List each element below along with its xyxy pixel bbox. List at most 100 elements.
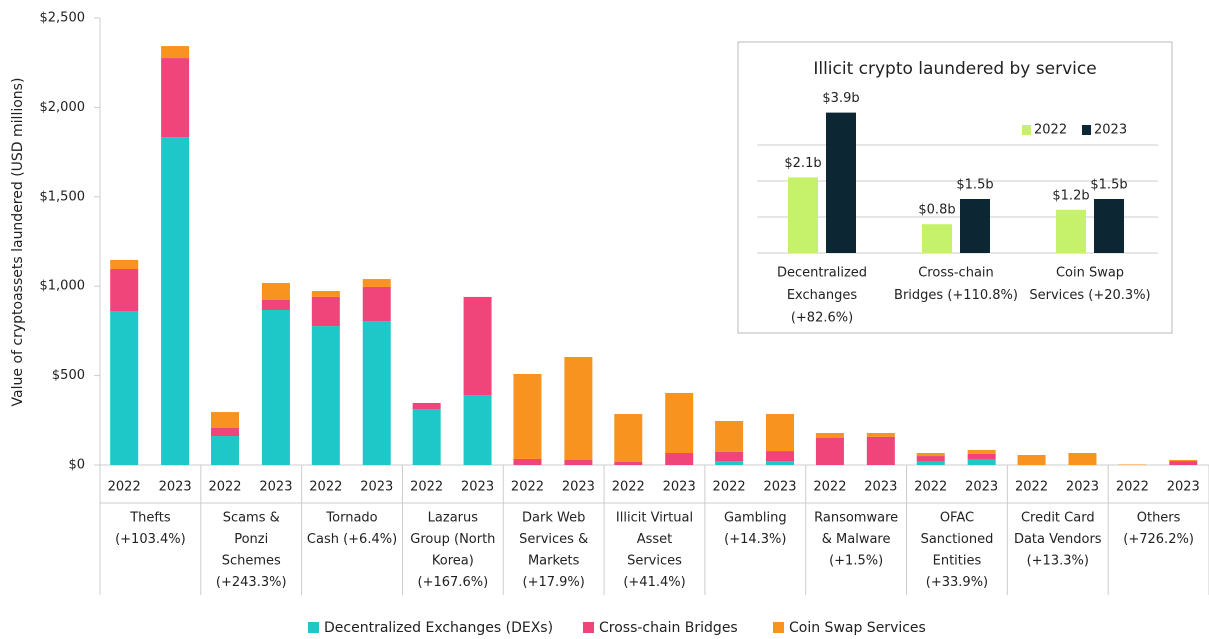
bar-segment xyxy=(614,414,643,462)
legend-swatch xyxy=(1022,125,1031,135)
y-tick-label: $2,500 xyxy=(40,11,86,26)
bar-segment xyxy=(161,46,190,59)
x-tick-label: 2023 xyxy=(360,480,393,495)
x-tick-label: 2023 xyxy=(259,480,292,495)
bar-segment xyxy=(261,309,290,465)
legend-label: Cross-chain Bridges xyxy=(599,620,738,636)
bar-segment xyxy=(715,421,744,452)
x-tick-label: 2022 xyxy=(713,480,746,495)
bar-segment xyxy=(967,453,996,460)
bar-segment xyxy=(211,427,240,437)
bar-segment xyxy=(715,451,744,462)
group-label: (+14.3%) xyxy=(724,532,786,547)
bar xyxy=(788,177,818,253)
legend-label: Decentralized Exchanges (DEXs) xyxy=(324,620,553,636)
bar-segment xyxy=(211,412,240,428)
group-label: Illicit Virtual xyxy=(616,511,693,526)
group-label: Scams & xyxy=(223,511,280,526)
bar-segment xyxy=(564,459,593,465)
bar-segment xyxy=(110,269,139,312)
value-label: $2.1b xyxy=(784,156,821,171)
group-label: Ransomware xyxy=(814,511,898,526)
bar-segment xyxy=(412,402,441,410)
bar-segment xyxy=(211,436,240,465)
x-tick-label: 2023 xyxy=(864,480,897,495)
bar-segment xyxy=(815,432,844,439)
bar-segment xyxy=(513,458,542,465)
group-label: Entities xyxy=(933,554,982,569)
group-label: (+41.4%) xyxy=(623,575,685,590)
y-tick-label: $500 xyxy=(52,368,85,383)
group-label: (+243.3%) xyxy=(216,575,287,590)
value-label: $0.8b xyxy=(918,203,955,218)
x-tick-label: Bridges (+110.8%) xyxy=(894,288,1018,303)
x-tick-label: 2023 xyxy=(965,480,998,495)
x-tick-label: 2022 xyxy=(108,480,141,495)
bar xyxy=(922,224,952,253)
value-label: $1.5b xyxy=(1090,178,1127,193)
x-tick-label: 2022 xyxy=(914,480,947,495)
bar-segment xyxy=(161,58,190,138)
group-label: (+33.9%) xyxy=(926,575,988,590)
inset-title: Illicit crypto laundered by service xyxy=(813,59,1096,79)
bar-segment xyxy=(311,296,340,327)
x-tick-label: Coin Swap xyxy=(1056,266,1124,281)
x-tick-label: 2023 xyxy=(562,480,595,495)
bar-segment xyxy=(916,456,945,462)
bar-segment xyxy=(261,299,290,310)
x-tick-label: (+82.6%) xyxy=(791,311,853,326)
group-label: Thefts xyxy=(129,511,171,526)
bar-segment xyxy=(463,395,492,465)
x-tick-label: 2023 xyxy=(763,480,796,495)
bar xyxy=(960,199,990,253)
group-label: Schemes xyxy=(222,554,281,569)
bar-segment xyxy=(362,286,391,322)
x-tick-label: 2023 xyxy=(461,480,494,495)
bar-segment xyxy=(463,296,492,396)
value-label: $1.2b xyxy=(1052,188,1089,203)
bar xyxy=(1056,209,1086,253)
legend-label: Coin Swap Services xyxy=(789,620,926,636)
x-tick-label: 2022 xyxy=(1015,480,1048,495)
x-tick-label: 2023 xyxy=(1167,480,1200,495)
group-label: Sanctioned xyxy=(921,532,994,547)
bar-segment xyxy=(766,461,795,465)
bar-segment xyxy=(1169,461,1198,465)
x-tick-label: 2022 xyxy=(813,480,846,495)
group-label: Asset xyxy=(637,532,673,547)
bar-segment xyxy=(1017,454,1046,465)
value-label: $1.5b xyxy=(956,178,993,193)
y-tick-label: $2,000 xyxy=(40,100,86,115)
bar-segment xyxy=(110,311,139,465)
y-tick-label: $1,000 xyxy=(40,279,86,294)
bar-segment xyxy=(665,392,694,454)
bar-segment xyxy=(967,449,996,454)
x-tick-label: 2022 xyxy=(208,480,241,495)
group-label: (+13.3%) xyxy=(1027,554,1089,569)
bar-segment xyxy=(715,461,744,465)
bar-segment xyxy=(866,436,895,465)
group-label: (+726.2%) xyxy=(1123,532,1194,547)
group-label: (+1.5%) xyxy=(829,554,883,569)
group-label: OFAC xyxy=(940,511,974,526)
bar-segment xyxy=(916,453,945,457)
group-label: Ponzi xyxy=(234,532,268,547)
bar-segment xyxy=(513,373,542,459)
x-tick-label: 2023 xyxy=(159,480,192,495)
group-label: Group (North xyxy=(410,532,495,547)
x-tick-label: 2022 xyxy=(511,480,544,495)
x-tick-label: 2022 xyxy=(1116,480,1149,495)
bar-segment xyxy=(311,326,340,465)
group-label: Korea) xyxy=(432,554,474,569)
x-tick-label: Services (+20.3%) xyxy=(1029,288,1150,303)
y-tick-label: $0 xyxy=(68,458,85,473)
bar-segment xyxy=(916,461,945,465)
y-tick-label: $1,500 xyxy=(40,189,86,204)
bar-segment xyxy=(766,451,795,462)
group-label: Gambling xyxy=(724,511,787,526)
group-label: Data Vendors xyxy=(1014,532,1102,547)
x-tick-label: 2022 xyxy=(309,480,342,495)
group-label: Services & xyxy=(519,532,588,547)
x-tick-label: 2023 xyxy=(1066,480,1099,495)
bar-segment xyxy=(261,282,290,300)
